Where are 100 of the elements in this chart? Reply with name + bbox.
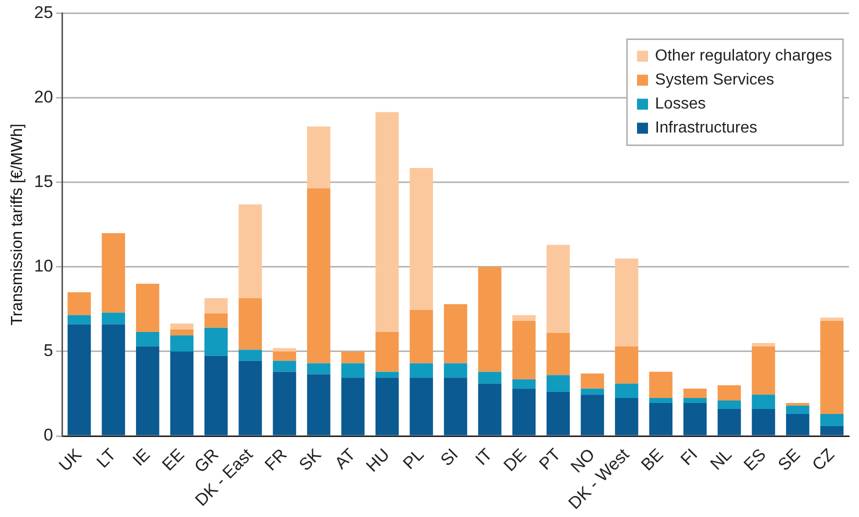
- bar: [820, 318, 844, 322]
- bar: [410, 363, 433, 378]
- bar: [512, 315, 536, 322]
- bar: [410, 168, 433, 310]
- bar: [307, 188, 330, 364]
- bar: [580, 388, 604, 395]
- bar: [580, 394, 604, 436]
- bar: [204, 328, 228, 356]
- bar: [170, 329, 194, 336]
- bar: [820, 414, 844, 426]
- x-tick-label: LT: [93, 444, 120, 472]
- y-tick-label: 5: [44, 341, 54, 360]
- bar: [272, 351, 296, 361]
- bar: [170, 335, 194, 352]
- bar: [238, 360, 262, 436]
- x-tick-label: HU: [362, 444, 394, 476]
- bar: [820, 321, 844, 414]
- bar: [272, 360, 296, 372]
- x-tick-label: IE: [128, 444, 154, 470]
- bar: [102, 312, 126, 324]
- bar: [786, 414, 810, 436]
- y-tick-label: 25: [34, 2, 54, 22]
- bar: [410, 310, 433, 364]
- x-tick-label: EE: [158, 444, 188, 474]
- bar: [546, 392, 570, 436]
- x-tick-label: PT: [536, 444, 564, 474]
- bar: [546, 332, 570, 376]
- bar: [786, 403, 810, 406]
- bar: [718, 385, 741, 401]
- x-tick-label: BE: [637, 444, 667, 474]
- bar: [204, 313, 228, 328]
- bar: [614, 258, 638, 346]
- y-tick-label: 15: [34, 172, 54, 192]
- y-tick-label: 0: [44, 426, 54, 445]
- bar: [478, 384, 502, 436]
- bar: [614, 346, 638, 384]
- legend-label: Losses: [655, 96, 706, 113]
- bar: [272, 372, 296, 436]
- bar: [136, 284, 160, 332]
- x-tick-label: CZ: [808, 444, 838, 474]
- bar: [136, 332, 160, 346]
- bar: [238, 350, 262, 361]
- bar: [512, 388, 536, 436]
- bar: [718, 408, 741, 436]
- bar: [68, 324, 91, 436]
- legend-label: Infrastructures: [655, 120, 758, 137]
- bar: [752, 346, 776, 395]
- bar: [238, 204, 262, 298]
- bar: [341, 363, 365, 378]
- bar: [170, 351, 194, 436]
- legend-label: Other regulatory charges: [655, 48, 832, 65]
- bar: [375, 372, 399, 378]
- bar: [68, 292, 91, 316]
- x-tick-label: AT: [331, 444, 360, 473]
- bar: [204, 298, 228, 314]
- bar: [307, 363, 330, 374]
- y-tick-label: 20: [34, 87, 54, 106]
- x-tick-label: GR: [190, 444, 222, 476]
- bar: [478, 266, 502, 372]
- x-tick-label: PL: [399, 444, 428, 474]
- bar: [718, 400, 741, 409]
- bar: [752, 343, 776, 346]
- bar: [580, 373, 604, 389]
- bar: [375, 332, 399, 372]
- bar: [170, 324, 194, 330]
- bar: [136, 346, 160, 436]
- bar: [512, 321, 536, 380]
- bar: [683, 388, 707, 398]
- bar: [410, 378, 433, 436]
- bar: [341, 378, 365, 436]
- bar: [272, 348, 296, 352]
- bar: [102, 233, 126, 313]
- bar: [68, 315, 91, 324]
- bar: [307, 374, 330, 436]
- x-tick-label: SE: [774, 444, 804, 474]
- bar: [752, 408, 776, 436]
- x-tick-label: FR: [261, 444, 291, 474]
- bar: [820, 426, 844, 436]
- bar: [752, 394, 776, 409]
- x-tick-label: NL: [706, 444, 736, 474]
- legend-label: System Services: [655, 72, 774, 89]
- bar: [375, 112, 399, 332]
- bar: [786, 406, 810, 414]
- x-tick-label: DE: [500, 444, 530, 476]
- bar: [649, 372, 672, 398]
- bar: [649, 398, 672, 404]
- y-tick-label: 10: [34, 256, 54, 276]
- bar: [102, 324, 126, 436]
- x-tick-label: IT: [472, 444, 496, 470]
- bar: [375, 378, 399, 436]
- x-tick-label: FI: [677, 444, 702, 470]
- bar: [546, 244, 570, 333]
- bar: [238, 298, 262, 350]
- x-tick-label: SK: [295, 444, 326, 474]
- bar: [204, 356, 228, 436]
- bar: [683, 398, 707, 404]
- bar: [649, 403, 672, 436]
- bar: [546, 375, 570, 392]
- bar: [683, 403, 707, 436]
- bar: [614, 398, 638, 436]
